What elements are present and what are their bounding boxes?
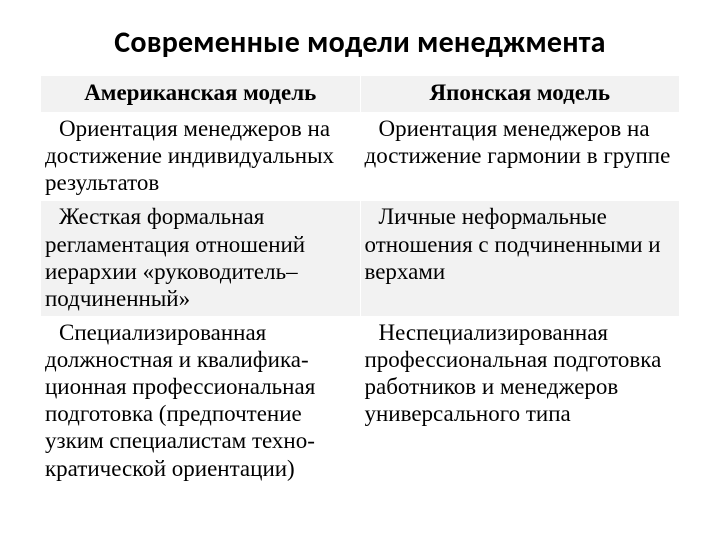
comparison-table: Американская модель Японская модель Орие… <box>40 75 680 487</box>
page-title: Современные модели менеджмента <box>40 24 680 61</box>
col-header-american: Американская модель <box>41 76 361 113</box>
col-header-japanese: Японская модель <box>360 76 680 113</box>
cell-japanese: Неспециализированная профессиональная по… <box>360 316 680 486</box>
cell-american: Жесткая формальная регламентация отношен… <box>41 201 361 317</box>
cell-japanese: Личные неформальные отношения с подчинен… <box>360 201 680 317</box>
table-row: Ориентация менеджеров на достижение инди… <box>41 113 680 201</box>
cell-american: Специализированная должностная и квалифи… <box>41 316 361 486</box>
slide: Современные модели менеджмента Американс… <box>0 0 720 540</box>
table-row: Специализированная должностная и квалифи… <box>41 316 680 486</box>
cell-american: Ориентация менеджеров на достижение инди… <box>41 113 361 201</box>
cell-japanese: Ориентация менеджеров на достижение гарм… <box>360 113 680 201</box>
table-row: Жесткая формальная регламентация отношен… <box>41 201 680 317</box>
table-header-row: Американская модель Японская модель <box>41 76 680 113</box>
